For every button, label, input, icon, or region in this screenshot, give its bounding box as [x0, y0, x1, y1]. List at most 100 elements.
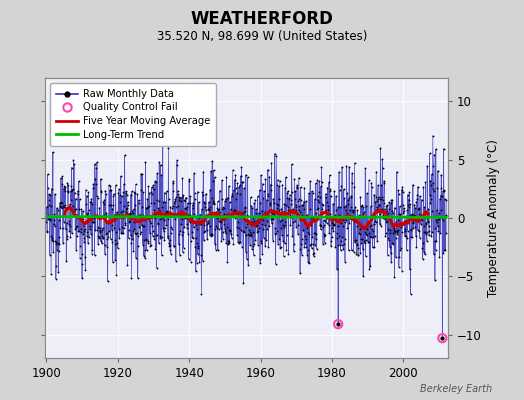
Point	[398, 268, 406, 274]
Point	[375, 201, 384, 208]
Point	[373, 198, 381, 204]
Point	[402, 213, 410, 219]
Point	[149, 182, 157, 188]
Point	[381, 214, 389, 220]
Point	[406, 201, 414, 208]
Point	[135, 224, 144, 230]
Point	[261, 209, 269, 216]
Point	[86, 199, 95, 205]
Point	[428, 171, 436, 177]
Point	[58, 173, 67, 180]
Point	[132, 181, 140, 187]
Point	[144, 238, 152, 244]
Point	[90, 219, 98, 225]
Point	[112, 229, 120, 235]
Point	[87, 231, 95, 237]
Point	[200, 198, 209, 205]
Point	[362, 203, 370, 210]
Point	[194, 251, 202, 257]
Point	[289, 207, 298, 213]
Point	[149, 200, 158, 206]
Point	[225, 198, 234, 205]
Point	[72, 212, 81, 218]
Point	[205, 206, 213, 213]
Point	[334, 321, 342, 327]
Point	[236, 172, 245, 179]
Point	[408, 213, 417, 219]
Point	[355, 212, 364, 218]
Point	[367, 180, 376, 186]
Point	[376, 196, 384, 202]
Point	[396, 247, 405, 254]
Point	[141, 247, 149, 254]
Point	[427, 195, 435, 202]
Point	[152, 211, 160, 218]
Point	[368, 211, 376, 218]
Point	[255, 224, 264, 231]
Point	[192, 259, 201, 266]
Point	[123, 262, 132, 268]
Point	[425, 232, 433, 238]
Point	[47, 203, 55, 209]
Point	[131, 230, 139, 237]
Point	[110, 191, 118, 197]
Point	[113, 209, 121, 215]
Point	[264, 191, 272, 197]
Point	[206, 231, 215, 238]
Point	[94, 224, 103, 230]
Point	[247, 230, 256, 237]
Point	[190, 211, 199, 218]
Point	[324, 221, 333, 228]
Point	[239, 280, 248, 286]
Point	[181, 205, 189, 212]
Point	[369, 228, 377, 234]
Point	[92, 212, 100, 218]
Point	[118, 214, 127, 221]
Point	[394, 187, 402, 193]
Point	[309, 251, 318, 258]
Point	[255, 187, 264, 193]
Point	[300, 184, 309, 191]
Point	[420, 229, 428, 236]
Point	[379, 215, 388, 221]
Point	[227, 212, 235, 218]
Point	[66, 223, 74, 230]
Point	[289, 218, 298, 225]
Point	[177, 198, 185, 204]
Point	[302, 211, 311, 218]
Point	[107, 202, 115, 208]
Point	[152, 232, 161, 238]
Point	[423, 163, 431, 169]
Point	[281, 219, 290, 225]
Point	[62, 220, 71, 226]
Point	[172, 162, 181, 168]
Point	[166, 236, 174, 243]
Point	[165, 196, 173, 202]
Point	[333, 266, 341, 272]
Point	[400, 205, 408, 211]
Point	[97, 188, 106, 194]
Point	[413, 196, 421, 202]
Point	[187, 214, 195, 221]
Point	[391, 228, 399, 235]
Point	[427, 182, 435, 188]
Point	[293, 185, 301, 191]
Point	[420, 223, 429, 229]
Point	[168, 203, 177, 210]
Point	[254, 193, 262, 200]
Point	[396, 211, 405, 218]
Point	[148, 184, 156, 190]
Point	[284, 251, 292, 258]
Point	[441, 247, 450, 254]
Point	[319, 202, 327, 209]
Point	[352, 250, 361, 257]
Point	[246, 194, 255, 201]
Point	[199, 168, 208, 175]
Point	[225, 240, 233, 247]
Point	[429, 186, 438, 192]
Point	[81, 226, 89, 232]
Point	[367, 234, 375, 240]
Point	[184, 231, 192, 237]
Point	[425, 192, 434, 198]
Point	[352, 237, 360, 244]
